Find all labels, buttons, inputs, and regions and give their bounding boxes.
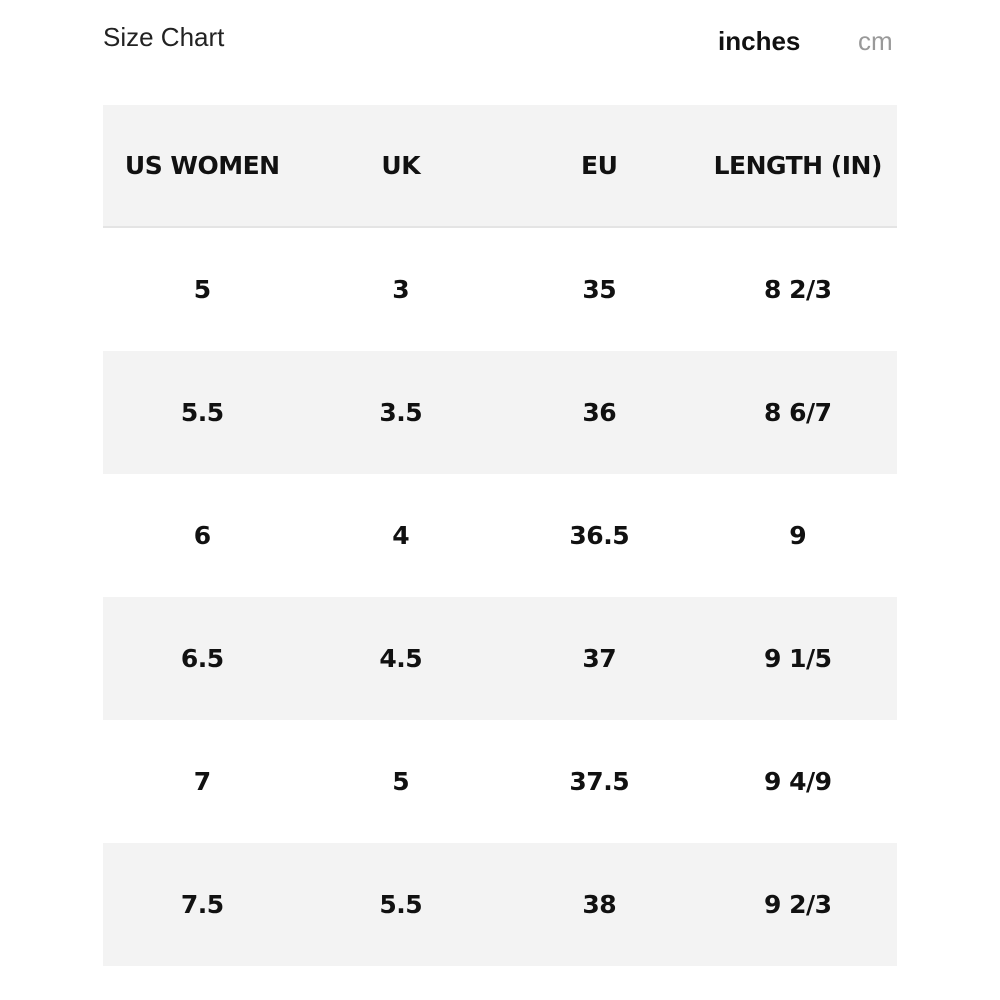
table-cell: 3.5 [379,398,423,427]
table-cell: 8 6/7 [763,398,832,427]
unit-option[interactable]: cm [858,26,893,56]
column-header: UK [381,151,421,180]
table-cell: 36.5 [569,521,630,550]
size-table: US WOMEN UK EU LENGTH (IN) 5 3 35 8 2/3 5.5 3.5 36… [103,105,897,966]
unit-option[interactable]: inches [718,26,801,56]
table-row: 6.5 4.5 37 9 1/5 [103,597,897,720]
column-header: LENGTH (IN) [713,151,883,180]
table-row: 6 4 36.5 9 [103,474,897,597]
table-cell: 4 [392,521,410,550]
table-row: 7 5 37.5 9 4/9 [103,720,897,843]
table-cell: 9 [789,521,807,550]
header-row: US WOMEN UK EU LENGTH (IN) [103,105,897,228]
table-cell: 9 2/3 [763,890,832,919]
table-cell: 5.5 [180,398,224,427]
table-cell: 7 [193,767,211,796]
table-cell: 36 [582,398,617,427]
table-row: 7.5 5.5 38 9 2/3 [103,843,897,966]
title: Size Chart [103,22,225,52]
table-cell: 38 [582,890,617,919]
column-header: EU [581,151,618,180]
table-cell: 3 [392,275,410,304]
table-cell: 6 [193,521,211,550]
table-cell: 9 1/5 [763,644,832,673]
table-cell: 5.5 [379,890,423,919]
table-cell: 9 4/9 [763,767,832,796]
table-row: 5.5 3.5 36 8 6/7 [103,351,897,474]
table-cell: 7.5 [180,890,224,919]
table-cell: 37.5 [569,767,630,796]
column-header: US WOMEN [124,151,280,180]
table-cell: 37 [582,644,617,673]
table-row: 5 3 35 8 2/3 [103,228,897,351]
table-cell: 5 [392,767,410,796]
table-cell: 6.5 [180,644,224,673]
table-cell: 35 [582,275,617,304]
table-cell: 4.5 [379,644,423,673]
table-cell: 8 2/3 [763,275,832,304]
table-cell: 5 [193,275,211,304]
